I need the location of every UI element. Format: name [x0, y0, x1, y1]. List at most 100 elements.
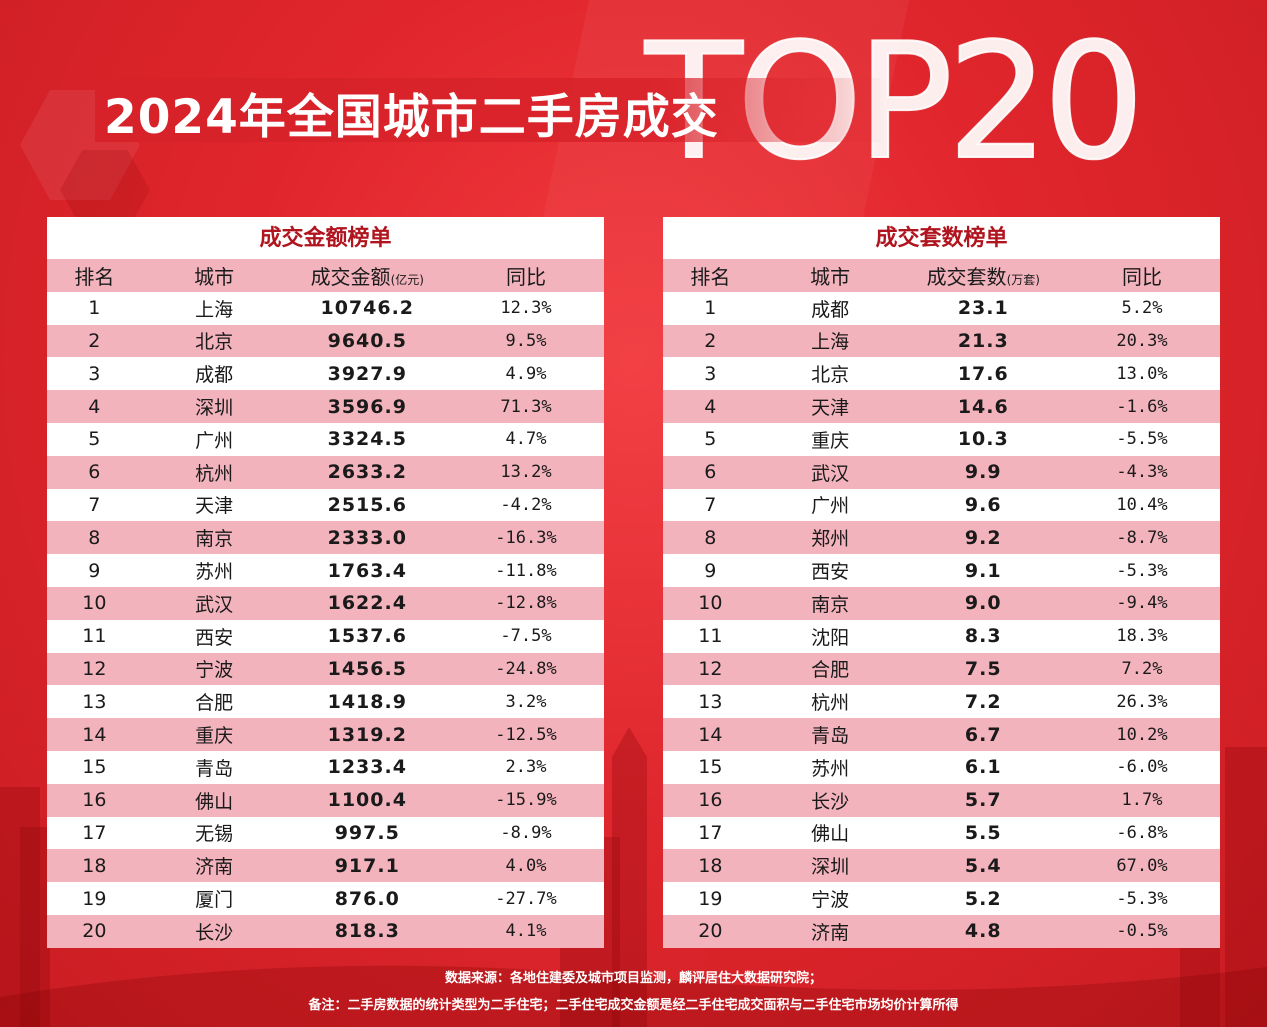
cell-rank: 14	[47, 718, 142, 751]
cell-city: 无锡	[141, 816, 287, 850]
table-row: 16 长沙 5.7 1.7%	[663, 783, 1220, 817]
cell-rank: 5	[663, 422, 758, 456]
table-row: 5 重庆 10.3 -5.5%	[663, 422, 1220, 456]
table-row: 9 西安 9.1 -5.3%	[663, 554, 1220, 587]
table-row: 16 佛山 1100.4 -15.9%	[47, 783, 604, 817]
cell-rank: 20	[47, 914, 142, 948]
table-header-row: 排名 城市 成交套数(万套) 同比	[663, 259, 1220, 292]
amount-ranking-panel: 成交金额榜单 排名 城市 成交金额(亿元) 同比 1 上海 10746.2 12.3%…	[47, 217, 604, 948]
table-row: 5 广州 3324.5 4.7%	[47, 422, 604, 456]
table-row: 19 厦门 876.0 -27.7%	[47, 882, 604, 915]
cell-city: 宁波	[757, 882, 903, 915]
units-ranking-table: 排名 城市 成交套数(万套) 同比 1 成都 23.1 5.2% 2 上海 21.3 20.3…	[663, 259, 1220, 948]
page-title: 2024年全国城市二手房成交	[104, 90, 719, 145]
units-ranking-heading: 成交套数榜单	[663, 217, 1220, 259]
cell-city: 上海	[141, 291, 287, 325]
table-row: 11 沈阳 8.3 18.3%	[663, 619, 1220, 653]
cell-city: 北京	[757, 357, 903, 391]
cell-rank: 8	[47, 521, 142, 555]
cell-value: 818.3	[286, 914, 449, 948]
cell-yoy: -5.5%	[1064, 422, 1220, 456]
cell-city: 佛山	[757, 816, 903, 850]
table-row: 18 济南 917.1 4.0%	[47, 849, 604, 883]
cell-value: 9640.5	[286, 324, 449, 358]
cell-yoy: 4.1%	[448, 914, 604, 948]
cell-value: 3927.9	[286, 357, 449, 391]
cell-value: 1537.6	[286, 619, 449, 653]
cell-value: 3596.9	[286, 390, 449, 423]
cell-value: 9.2	[902, 521, 1065, 555]
cell-city: 北京	[141, 324, 287, 358]
cell-value: 917.1	[286, 849, 449, 883]
cell-city: 长沙	[141, 914, 287, 948]
cell-city: 济南	[141, 849, 287, 883]
cell-value: 1319.2	[286, 718, 449, 751]
cell-yoy: -12.8%	[448, 586, 604, 620]
cell-yoy: 20.3%	[1064, 324, 1220, 358]
cell-city: 合肥	[757, 652, 903, 686]
cell-value: 1456.5	[286, 652, 449, 686]
cell-value: 1763.4	[286, 554, 449, 587]
table-row: 1 上海 10746.2 12.3%	[47, 291, 604, 325]
cell-city: 沈阳	[757, 619, 903, 653]
column-header-amount: 成交金额(亿元)	[286, 259, 449, 292]
cell-yoy: -15.9%	[448, 783, 604, 817]
cell-rank: 18	[47, 849, 142, 883]
cell-city: 天津	[757, 390, 903, 423]
cell-city: 苏州	[757, 750, 903, 784]
column-header-city: 城市	[141, 259, 287, 292]
table-row: 7 广州 9.6 10.4%	[663, 488, 1220, 522]
cell-rank: 17	[47, 816, 142, 850]
cell-yoy: -4.3%	[1064, 455, 1220, 489]
cell-rank: 7	[47, 488, 142, 522]
cell-value: 9.6	[902, 488, 1065, 522]
cell-city: 成都	[757, 291, 903, 325]
cell-value: 8.3	[902, 619, 1065, 653]
cell-yoy: -12.5%	[448, 718, 604, 751]
table-row: 7 天津 2515.6 -4.2%	[47, 488, 604, 522]
table-row: 12 合肥 7.5 7.2%	[663, 652, 1220, 686]
cell-city: 上海	[757, 324, 903, 358]
cell-city: 武汉	[757, 455, 903, 489]
cell-city: 天津	[141, 488, 287, 522]
cell-yoy: 1.7%	[1064, 783, 1220, 817]
cell-rank: 16	[47, 783, 142, 817]
cell-yoy: -0.5%	[1064, 914, 1220, 948]
remarks-note: 备注：二手房数据的统计类型为二手住宅；二手住宅成交金额是经二手住宅成交面积与二手…	[308, 998, 959, 1013]
table-row: 9 苏州 1763.4 -11.8%	[47, 554, 604, 587]
cell-rank: 18	[663, 849, 758, 883]
cell-value: 876.0	[286, 882, 449, 915]
cell-city: 郑州	[757, 521, 903, 555]
cell-city: 济南	[757, 914, 903, 948]
cell-rank: 3	[663, 357, 758, 391]
cell-rank: 4	[47, 390, 142, 423]
cell-yoy: 3.2%	[448, 685, 604, 719]
cell-yoy: -11.8%	[448, 554, 604, 587]
cell-yoy: 13.2%	[448, 455, 604, 489]
cell-value: 1100.4	[286, 783, 449, 817]
cell-yoy: -16.3%	[448, 521, 604, 555]
table-row: 13 合肥 1418.9 3.2%	[47, 685, 604, 719]
cell-city: 广州	[757, 488, 903, 522]
cell-city: 青岛	[141, 750, 287, 784]
cell-rank: 1	[47, 291, 142, 325]
cell-rank: 9	[663, 554, 758, 587]
cell-rank: 5	[47, 422, 142, 456]
cell-city: 青岛	[757, 718, 903, 751]
cell-city: 长沙	[757, 783, 903, 817]
column-header-units-unit: (万套)	[1006, 272, 1040, 287]
table-row: 6 武汉 9.9 -4.3%	[663, 455, 1220, 489]
cell-value: 14.6	[902, 390, 1065, 423]
table-row: 13 杭州 7.2 26.3%	[663, 685, 1220, 719]
cell-value: 10746.2	[286, 291, 449, 325]
cell-rank: 19	[663, 882, 758, 915]
cell-rank: 13	[47, 685, 142, 719]
cell-yoy: 13.0%	[1064, 357, 1220, 391]
table-row: 4 天津 14.6 -1.6%	[663, 390, 1220, 423]
cell-yoy: 67.0%	[1064, 849, 1220, 883]
cell-city: 厦门	[141, 882, 287, 915]
cell-rank: 19	[47, 882, 142, 915]
cell-rank: 4	[663, 390, 758, 423]
cell-city: 广州	[141, 422, 287, 456]
cell-yoy: 26.3%	[1064, 685, 1220, 719]
